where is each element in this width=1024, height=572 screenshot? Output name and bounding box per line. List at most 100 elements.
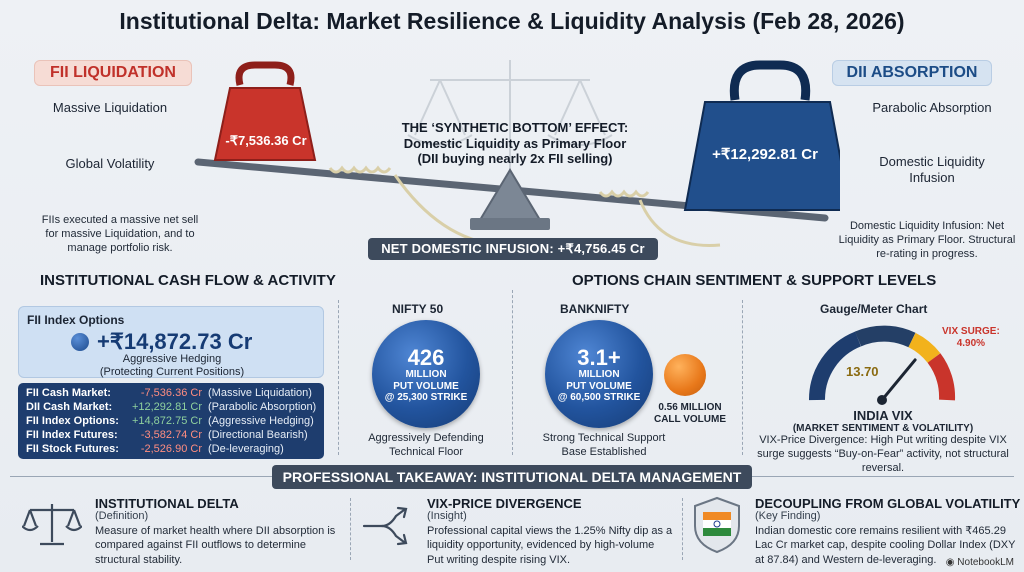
cashflow-table: FII Cash Market: -7,536.36 Cr (Massive Liq… xyxy=(18,383,324,459)
takeaway3-sub: (Key Finding) xyxy=(755,510,821,522)
nifty-l1: MILLION xyxy=(405,369,447,381)
vix-note: VIX-Price Divergence: High Put writing d… xyxy=(757,434,1009,474)
call-l1: 0.56 MILLION xyxy=(658,402,722,413)
fii-options-sub1: Aggressive Hedging xyxy=(122,353,222,365)
row-value: +14,872.75 Cr xyxy=(131,415,202,427)
call-volume-circle xyxy=(664,354,706,396)
vix-sub: (MARKET SENTIMENT & VOLATILITY) xyxy=(792,423,974,434)
fii-index-options-box: FII Index Options +₹14,872.73 Cr Aggress… xyxy=(18,306,324,378)
banknifty-caption: Strong Technical Support Base Establishe… xyxy=(540,432,668,460)
takeaway2-body: Professional capital views the 1.25% Nif… xyxy=(427,525,673,566)
table-row: FII Index Futures: -3,582.74 Cr (Direction… xyxy=(18,428,324,442)
vix-surge-label: VIX SURGE: 4.90% xyxy=(942,326,1000,349)
banknifty-l2: PUT VOLUME xyxy=(566,380,632,392)
notebooklm-watermark: ◉ NotebookLM xyxy=(946,557,1014,568)
gauge-title: Gauge/Meter Chart xyxy=(820,302,928,316)
nifty-put-circle: 426 MILLION PUT VOLUME @ 25,300 STRIKE xyxy=(372,320,480,428)
dii-note: Domestic Liquidity Infusion: Net Liquidi… xyxy=(838,220,1016,260)
net-infusion-bar: NET DOMESTIC INFUSION: +₹4,756.45 Cr xyxy=(368,238,658,260)
takeaway-bar: PROFESSIONAL TAKEAWAY: INSTITUTIONAL DEL… xyxy=(272,465,752,489)
row-value: -7,536.36 Cr xyxy=(140,387,202,399)
gauge-needle xyxy=(880,358,917,402)
fii-options-sub: Aggressive Hedging (Protecting Current P… xyxy=(19,353,325,378)
takeaway1-title: INSTITUTIONAL DELTA xyxy=(95,496,239,511)
divider-right xyxy=(742,300,743,455)
divider-take2 xyxy=(682,498,683,560)
banknifty-l3: @ 60,500 STRIKE xyxy=(557,392,641,404)
row-value: -2,526.90 Cr xyxy=(140,443,202,455)
nifty-num: 426 xyxy=(407,345,445,370)
nifty-title: NIFTY 50 xyxy=(392,302,444,316)
row-value: +12,292.81 Cr xyxy=(131,401,202,413)
nifty-caption1: Aggressively Defending xyxy=(368,432,484,444)
call-volume-label: 0.56 MILLION CALL VOLUME xyxy=(652,402,728,426)
vix-gauge xyxy=(808,325,956,405)
banknifty-title: BANKNIFTY xyxy=(560,302,630,316)
options-heading: OPTIONS CHAIN SENTIMENT & SUPPORT LEVELS xyxy=(572,272,937,289)
cashflow-heading: INSTITUTIONAL CASH FLOW & ACTIVITY xyxy=(40,272,336,289)
dii-weight-value: +₹12,292.81 Cr xyxy=(712,146,818,163)
synthetic-bottom-text: THE ‘SYNTHETIC BOTTOM’ EFFECT: Domestic … xyxy=(370,120,660,167)
takeaway2-sub: (Insight) xyxy=(427,510,467,522)
blue-weight-icon xyxy=(683,60,840,211)
table-row: DII Cash Market: +12,292.81 Cr (Parabolic … xyxy=(18,400,324,414)
fii-weight-value: -₹7,536.36 Cr xyxy=(225,133,307,148)
row-value: -3,582.74 Cr xyxy=(140,429,202,441)
blue-dot-icon xyxy=(71,333,89,351)
table-row: FII Cash Market: -7,536.36 Cr (Massive Liq… xyxy=(18,386,324,400)
domestic-liquidity-label: Domestic Liquidity Infusion xyxy=(879,154,985,185)
red-weight-icon xyxy=(213,61,317,161)
vix-title: INDIA VIX xyxy=(853,408,913,423)
row-name: FII Index Futures: xyxy=(26,429,118,441)
nifty-l3: @ 25,300 STRIKE xyxy=(384,392,468,404)
nifty-caption: Aggressively Defending Technical Floor xyxy=(352,432,500,460)
fii-options-title: FII Index Options xyxy=(27,313,125,327)
takeaway1-sub: (Definition) xyxy=(95,510,149,522)
massive-liquidation-label: Massive Liquidation xyxy=(52,100,168,115)
diverge-arrows-icon xyxy=(362,506,408,546)
global-volatility-label: Global Volatility xyxy=(65,156,155,171)
parabolic-absorption-label: Parabolic Absorption xyxy=(872,100,992,115)
row-note: (Parabolic Absorption) xyxy=(208,401,317,413)
banknifty-l1: MILLION xyxy=(578,369,620,381)
scale-icon xyxy=(22,504,82,546)
vix-surge-l1: VIX SURGE: xyxy=(942,326,1000,337)
nifty-caption2: Technical Floor xyxy=(389,445,463,458)
synthetic-line2: Domestic Liquidity as Primary Floor xyxy=(403,135,627,151)
takeaway3-title: DECOUPLING FROM GLOBAL VOLATILITY xyxy=(755,496,1021,511)
banknifty-caption2: Base Established xyxy=(561,445,647,458)
takeaway2-title: VIX-PRICE DIVERGENCE xyxy=(427,496,582,511)
gauge-value: 13.70 xyxy=(846,364,879,379)
row-name: FII Stock Futures: xyxy=(26,443,119,455)
fii-options-sub2: (Protecting Current Positions) xyxy=(99,365,245,378)
notebooklm-label: NotebookLM xyxy=(957,557,1014,568)
row-name: FII Index Options: xyxy=(26,415,119,427)
divider-left xyxy=(338,300,339,455)
page-title: Institutional Delta: Market Resilience &… xyxy=(119,8,905,34)
synthetic-line3: (DII buying nearly 2x FII selling) xyxy=(417,151,613,167)
divider-take1 xyxy=(350,498,351,560)
balance-scale-illustration xyxy=(194,60,840,247)
row-note: (Aggressive Hedging) xyxy=(208,415,314,427)
fii-liquidation-pill: FII LIQUIDATION xyxy=(34,60,192,86)
call-l2: CALL VOLUME xyxy=(653,414,727,425)
banknifty-caption1: Strong Technical Support xyxy=(542,432,666,444)
row-note: (De-leveraging) xyxy=(208,443,284,455)
takeaway3-body: Indian domestic core remains resilient w… xyxy=(755,525,1016,566)
row-note: (Directional Bearish) xyxy=(208,429,308,441)
vix-surge-l2: 4.90% xyxy=(956,337,986,349)
synthetic-line1: THE ‘SYNTHETIC BOTTOM’ EFFECT: xyxy=(401,120,629,135)
fii-options-value: +₹14,872.73 Cr xyxy=(97,329,253,354)
dii-absorption-pill: DII ABSORPTION xyxy=(832,60,992,86)
banknifty-num: 3.1+ xyxy=(577,345,621,370)
notebooklm-icon: ◉ xyxy=(945,557,958,568)
nifty-l2: PUT VOLUME xyxy=(393,380,459,392)
india-shield-icon xyxy=(694,496,740,554)
table-row: FII Stock Futures: -2,526.90 Cr (De-levera… xyxy=(18,442,324,456)
row-name: DII Cash Market: xyxy=(26,401,113,413)
takeaway1-body: Measure of market health where DII absor… xyxy=(95,525,336,566)
table-row: FII Index Options: +14,872.75 Cr (Aggressi… xyxy=(18,414,324,428)
banknifty-put-circle: 3.1+ MILLION PUT VOLUME @ 60,500 STRIKE xyxy=(545,320,653,428)
row-name: FII Cash Market: xyxy=(26,387,111,399)
row-note: (Massive Liquidation) xyxy=(208,387,312,399)
